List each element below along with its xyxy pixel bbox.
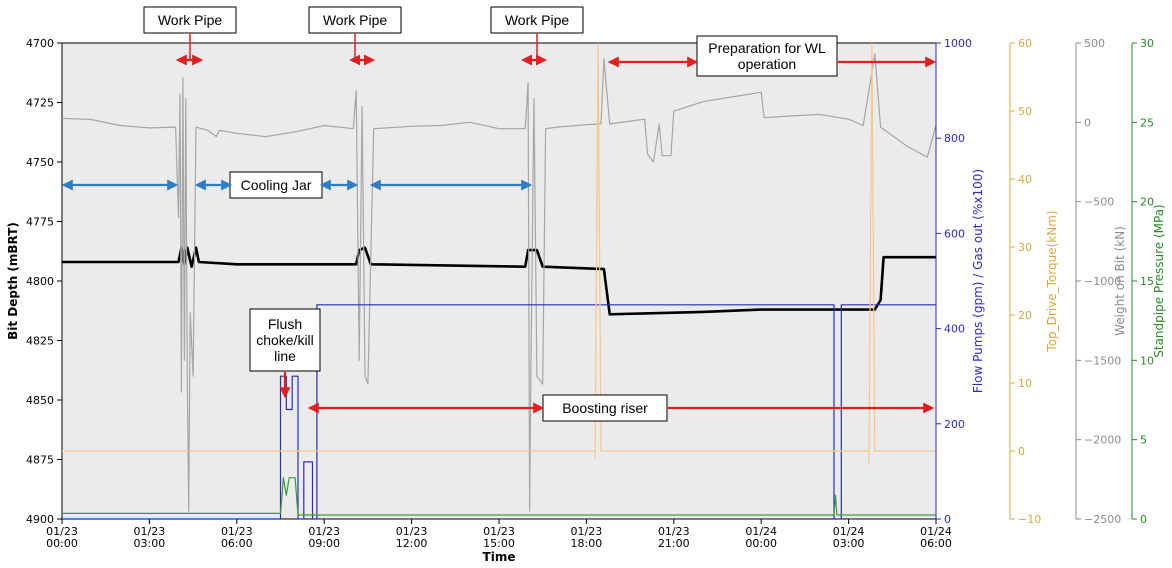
plot-area [61,42,937,520]
svg-text:Flush: Flush [268,316,302,332]
y-tick-label-torque: 40 [1018,173,1032,186]
y-tick-label-depth: 4700 [26,37,54,50]
x-tick-label: 01/23 21:00 [658,525,690,550]
y-tick-label-wob: −2500 [1084,513,1121,526]
series-layer [62,43,936,519]
y-tick-label-depth: 4775 [26,216,54,229]
svg-text:Boosting riser: Boosting riser [562,400,648,416]
x-axis-label: Time [483,550,516,564]
axes-layer: 01/23 00:00 01/23 03:00 01/23 06:00 01/23 09:00… [6,37,1166,550]
y-axis-label-depth: Bit Depth (mBRT) [6,222,20,340]
y-axis-label-spp: Standpipe Pressure (MPa) [1152,204,1166,358]
svg-text:Work Pipe: Work Pipe [505,12,570,28]
x-tick-label: 01/24 06:00 [920,525,952,550]
y-tick-label-spp: 10 [1140,354,1154,367]
y-tick-label-wob: −1000 [1084,275,1121,288]
x-tick-label: 01/23 18:00 [571,525,603,550]
y-tick-label-torque: 20 [1018,309,1032,322]
y-tick-label-depth: 4875 [26,454,54,467]
y-tick-label-spp: 15 [1140,275,1154,288]
y-axis-label-wob: Weight on Bit (kN) [1113,226,1127,336]
y-tick-label-flow: 0 [944,513,951,526]
y-tick-label-depth: 4900 [26,513,54,526]
y-tick-label-spp: 20 [1140,196,1154,209]
x-tick-label: 01/23 12:00 [396,525,428,550]
x-tick-label: 01/23 15:00 [483,525,515,550]
y-axis-label-torque: Top_Drive_Torque(kNm) [1045,210,1059,352]
y-tick-label-torque: 50 [1018,105,1032,118]
y-axis-label-flow: Flow Pumps (gpm) / Gas out (%x100) [971,169,985,393]
y-tick-label-spp: 0 [1140,513,1147,526]
x-tick-label: 01/24 03:00 [833,525,865,550]
svg-text:Preparation for WL: Preparation for WL [708,40,826,56]
y-tick-label-depth: 4850 [26,394,54,407]
svg-text:line: line [274,348,296,364]
y-tick-label-flow: 200 [944,418,965,431]
y-tick-label-depth: 4800 [26,275,54,288]
x-tick-label: 01/23 09:00 [308,525,340,550]
y-tick-label-flow: 400 [944,323,965,336]
y-tick-label-flow: 600 [944,227,965,240]
y-tick-label-depth: 4825 [26,335,54,348]
annotation-boosting-riser: Boosting riser [542,394,668,422]
y-tick-label-wob: −1500 [1084,354,1121,367]
y-tick-label-wob: −2000 [1084,434,1121,447]
x-tick-label: 01/23 03:00 [134,525,166,550]
svg-text:Work Pipe: Work Pipe [158,12,223,28]
y-tick-label-spp: 30 [1140,37,1154,50]
svg-text:operation: operation [738,56,796,72]
svg-text:Cooling Jar: Cooling Jar [241,177,312,193]
y-tick-label-depth: 4750 [26,156,54,169]
series-line-spp [62,477,936,516]
y-tick-label-torque: 0 [1018,445,1025,458]
y-tick-label-torque: 60 [1018,37,1032,50]
svg-text:Work Pipe: Work Pipe [323,12,388,28]
y-tick-label-torque: 30 [1018,241,1032,254]
x-tick-label: 01/24 00:00 [745,525,777,550]
y-tick-label-spp: 25 [1140,116,1154,129]
x-tick-label: 01/23 06:00 [221,525,253,550]
y-tick-label-wob: 500 [1084,37,1105,50]
series-line-wob [62,53,936,512]
y-tick-label-spp: 5 [1140,434,1147,447]
y-tick-label-flow: 1000 [944,37,972,50]
annotation-work-pipe-3: Work Pipe [490,6,584,34]
svg-text:choke/kill: choke/kill [256,332,314,348]
y-tick-label-depth: 4725 [26,97,54,110]
series-line-torque [62,43,936,466]
annotation-cooling-jar: Cooling Jar [229,171,323,199]
x-tick-label: 01/23 00:00 [46,525,78,550]
y-tick-label-torque: 10 [1018,377,1032,390]
annotation-work-pipe-1: Work Pipe [143,6,237,34]
y-tick-label-wob: −500 [1084,196,1114,209]
annotation-work-pipe-2: Work Pipe [308,6,402,34]
y-tick-label-torque: −10 [1018,513,1041,526]
series-line-flow [62,304,936,519]
annotations-layer: Work Pipe Work Pipe Work Pipe Cooling Jar Fl… [61,6,937,422]
y-tick-label-wob: 0 [1084,116,1091,129]
y-tick-label-flow: 800 [944,132,965,145]
